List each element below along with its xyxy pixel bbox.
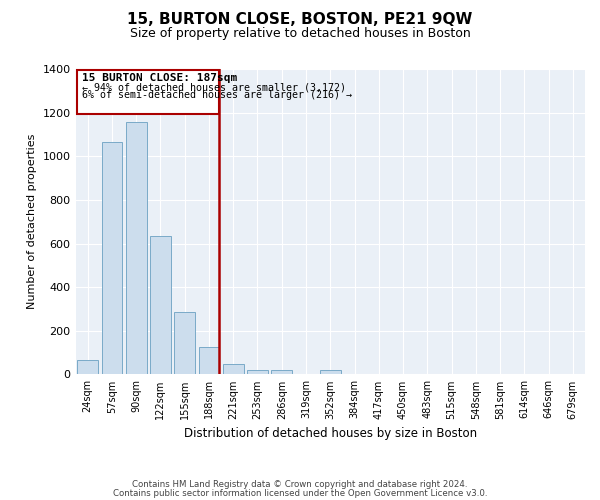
Bar [320, 370, 341, 374]
Bar [199, 347, 219, 374]
Bar [77, 360, 98, 374]
X-axis label: Distribution of detached houses by size in Boston: Distribution of detached houses by size … [184, 427, 477, 440]
Text: ← 94% of detached houses are smaller (3,172): ← 94% of detached houses are smaller (3,… [82, 82, 346, 92]
Bar [150, 236, 171, 374]
Bar [223, 364, 244, 374]
Bar [247, 370, 268, 374]
Text: Contains HM Land Registry data © Crown copyright and database right 2024.: Contains HM Land Registry data © Crown c… [132, 480, 468, 489]
Text: 6% of semi-detached houses are larger (216) →: 6% of semi-detached houses are larger (2… [82, 90, 352, 100]
Text: Size of property relative to detached houses in Boston: Size of property relative to detached ho… [130, 28, 470, 40]
Text: Contains public sector information licensed under the Open Government Licence v3: Contains public sector information licen… [113, 488, 487, 498]
Bar [126, 122, 146, 374]
Y-axis label: Number of detached properties: Number of detached properties [27, 134, 37, 310]
FancyBboxPatch shape [77, 70, 219, 114]
Bar [101, 142, 122, 374]
Text: 15, BURTON CLOSE, BOSTON, PE21 9QW: 15, BURTON CLOSE, BOSTON, PE21 9QW [127, 12, 473, 28]
Bar [271, 370, 292, 374]
Text: 15 BURTON CLOSE: 187sqm: 15 BURTON CLOSE: 187sqm [82, 74, 237, 84]
Bar [175, 312, 195, 374]
